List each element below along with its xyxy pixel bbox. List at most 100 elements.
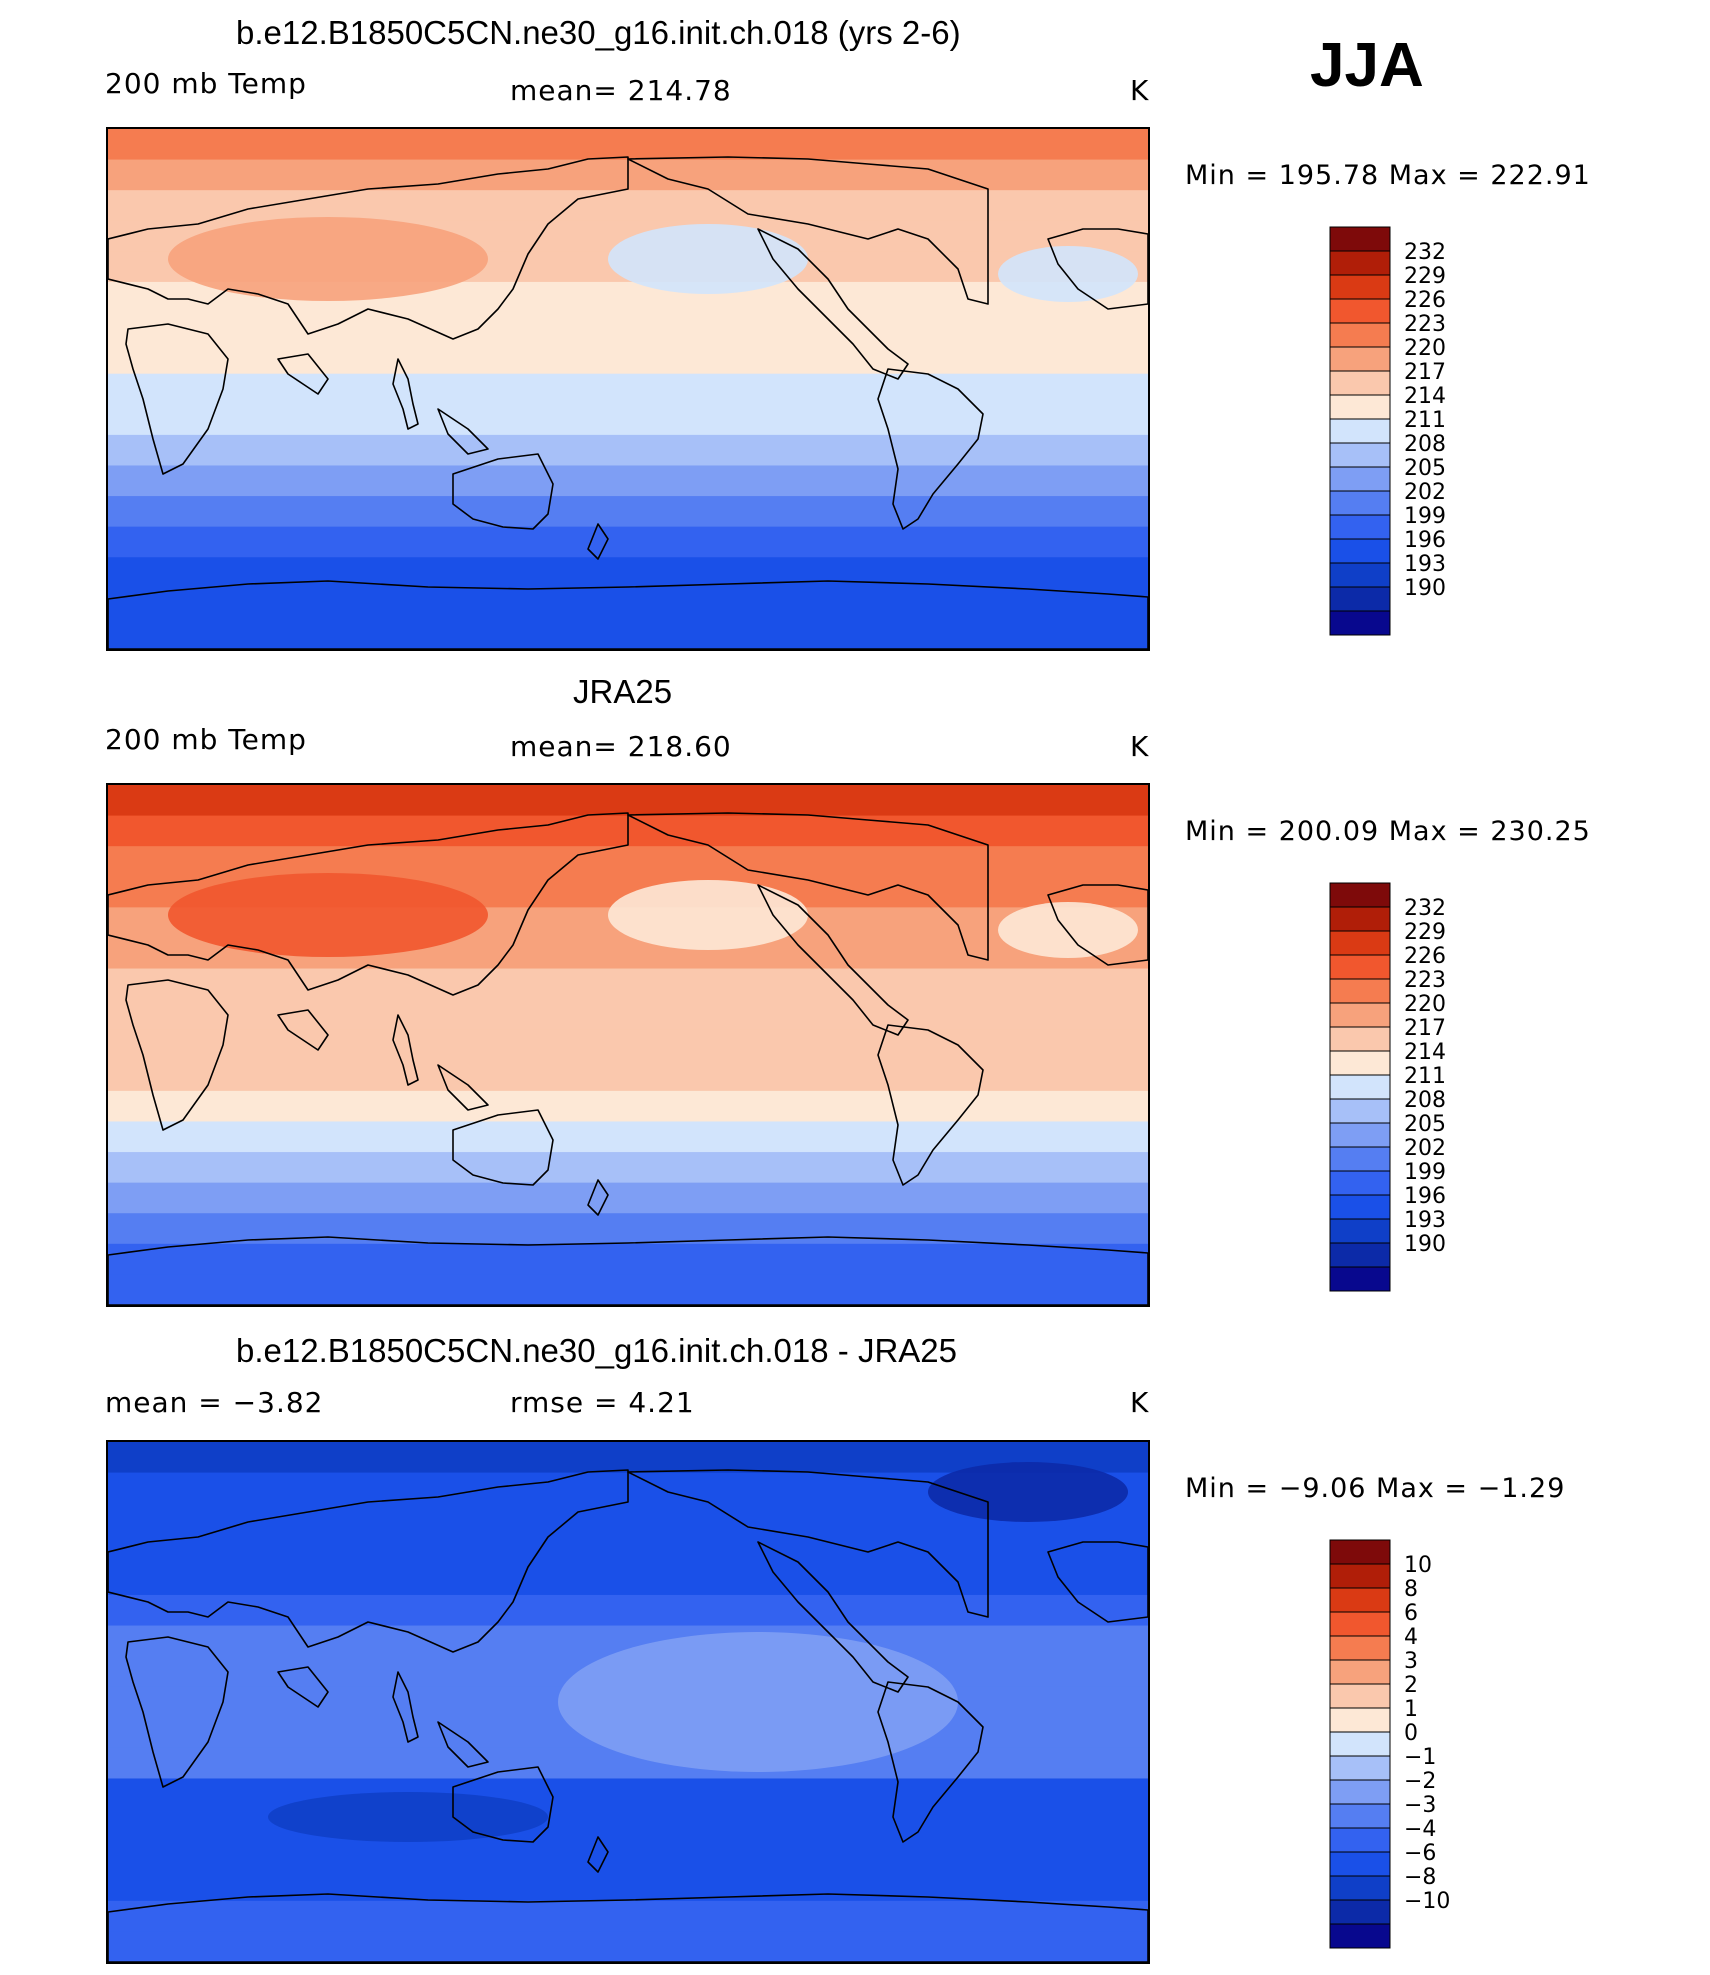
colorbar-box	[1329, 466, 1391, 492]
colorbar-tick-label: 6	[1404, 1601, 1418, 1626]
colorbar-box	[1329, 250, 1391, 276]
colorbar-box	[1329, 1026, 1391, 1052]
zonal-band	[108, 1213, 1148, 1245]
coastline	[627, 1469, 989, 1618]
colorbar-box	[1329, 1170, 1391, 1196]
colorbar-tick-label: 217	[1404, 1016, 1446, 1041]
zonal-band	[108, 1564, 1148, 1596]
colorbar-tick-label: 214	[1404, 1040, 1446, 1065]
coastline	[108, 1469, 629, 1653]
coastlines	[108, 1469, 1148, 1962]
regional-feature	[998, 246, 1138, 302]
panel-3-map	[106, 1440, 1150, 1964]
colorbar-tick-label: 193	[1404, 1208, 1446, 1233]
coastline	[452, 1766, 554, 1843]
coastline	[587, 1836, 609, 1873]
colorbar-box	[1329, 538, 1391, 564]
zonal-band	[108, 618, 1148, 649]
zonal-bands	[108, 1442, 1148, 1962]
colorbar-box	[1329, 1635, 1391, 1661]
colorbar-tick-label: −1	[1404, 1745, 1436, 1770]
coastline	[1047, 884, 1148, 966]
coastline	[392, 1671, 419, 1743]
coastline	[452, 1109, 554, 1186]
panel-1-units-label: K	[1130, 74, 1150, 107]
colorbar-box	[1329, 610, 1391, 636]
zonal-band	[108, 496, 1148, 528]
colorbar-tick-label: 223	[1404, 312, 1446, 337]
colorbar-tick-label: 8	[1404, 1577, 1418, 1602]
panel-2-title: JRA25	[573, 673, 673, 710]
coastline	[125, 323, 229, 475]
panel-2-variable-label: 200 mb Temp	[105, 723, 307, 756]
regional-feature	[168, 217, 488, 301]
coastline	[877, 1681, 984, 1843]
colorbar-box	[1329, 322, 1391, 348]
colorbar-tick-label: 211	[1404, 1064, 1446, 1089]
colorbar-box	[1329, 1587, 1391, 1613]
colorbar-box	[1329, 954, 1391, 980]
colorbar-box	[1329, 562, 1391, 588]
colorbar-box	[1329, 882, 1391, 908]
regional-feature	[928, 1462, 1128, 1522]
colorbar-box	[1329, 1851, 1391, 1877]
panel-3-rmse-label: rmse = 4.21	[510, 1386, 695, 1419]
colorbar-box	[1329, 978, 1391, 1004]
colorbar-box	[1329, 1683, 1391, 1709]
colorbar-tick-label: 220	[1404, 992, 1446, 1017]
colorbar-tick-label: −2	[1404, 1769, 1436, 1794]
colorbar-tick-label: 1	[1404, 1697, 1418, 1722]
zonal-band	[108, 1931, 1148, 1962]
colorbar-tick-label: 220	[1404, 336, 1446, 361]
zonal-band	[108, 1900, 1148, 1933]
zonal-band	[108, 1594, 1148, 1627]
panel-3-units-label: K	[1130, 1386, 1150, 1419]
coastline	[277, 1009, 329, 1051]
coastline	[437, 1721, 489, 1768]
colorbar-tick-label: 202	[1404, 480, 1446, 505]
colorbar-tick-label: 223	[1404, 968, 1446, 993]
colorbar-box	[1329, 1194, 1391, 1220]
coastline	[452, 453, 554, 530]
colorbar-box	[1329, 1146, 1391, 1172]
colorbar-box	[1329, 1050, 1391, 1076]
colorbar-box	[1329, 1755, 1391, 1781]
colorbar-box	[1329, 1074, 1391, 1100]
zonal-band	[108, 1029, 1148, 1062]
panel-2-units-label: K	[1130, 730, 1150, 763]
coastline	[587, 523, 609, 560]
regional-features	[168, 217, 1138, 302]
colorbar-box	[1329, 370, 1391, 396]
colorbar-tick-label: 211	[1404, 408, 1446, 433]
panel-1-colorbar: 2322292262232202172142112082052021991961…	[1329, 226, 1446, 636]
colorbar-tick-label: 226	[1404, 288, 1446, 313]
colorbar-box	[1329, 490, 1391, 516]
panel-3-minmax: Min = −9.06 Max = −1.29	[1185, 1473, 1566, 1504]
colorbar-box	[1329, 1098, 1391, 1124]
zonal-band	[108, 190, 1148, 222]
panel-3-map-plot	[108, 1442, 1148, 1962]
zonal-band	[108, 1870, 1148, 1902]
colorbar-box	[1329, 1218, 1391, 1244]
colorbar-tick-label: 4	[1404, 1625, 1418, 1650]
zonal-band	[108, 1839, 1148, 1872]
colorbar-box	[1329, 274, 1391, 300]
colorbar-box	[1329, 226, 1391, 252]
regional-features	[268, 1462, 1128, 1842]
colorbar-box	[1329, 346, 1391, 372]
coastline	[392, 358, 419, 430]
colorbar-tick-label: 217	[1404, 360, 1446, 385]
colorbar-tick-label: 202	[1404, 1136, 1446, 1161]
colorbar-tick-label: −3	[1404, 1793, 1436, 1818]
panel-2-map	[106, 783, 1150, 1307]
colorbar-tick-label: 205	[1404, 456, 1446, 481]
colorbar-tick-label: 214	[1404, 384, 1446, 409]
coastline	[1047, 228, 1148, 310]
coastline	[627, 812, 989, 961]
panel-1-variable-label: 200 mb Temp	[105, 67, 307, 100]
zonal-band	[108, 1274, 1148, 1305]
coastline	[587, 1179, 609, 1216]
zonal-band	[108, 846, 1148, 878]
coastline	[125, 1636, 229, 1788]
